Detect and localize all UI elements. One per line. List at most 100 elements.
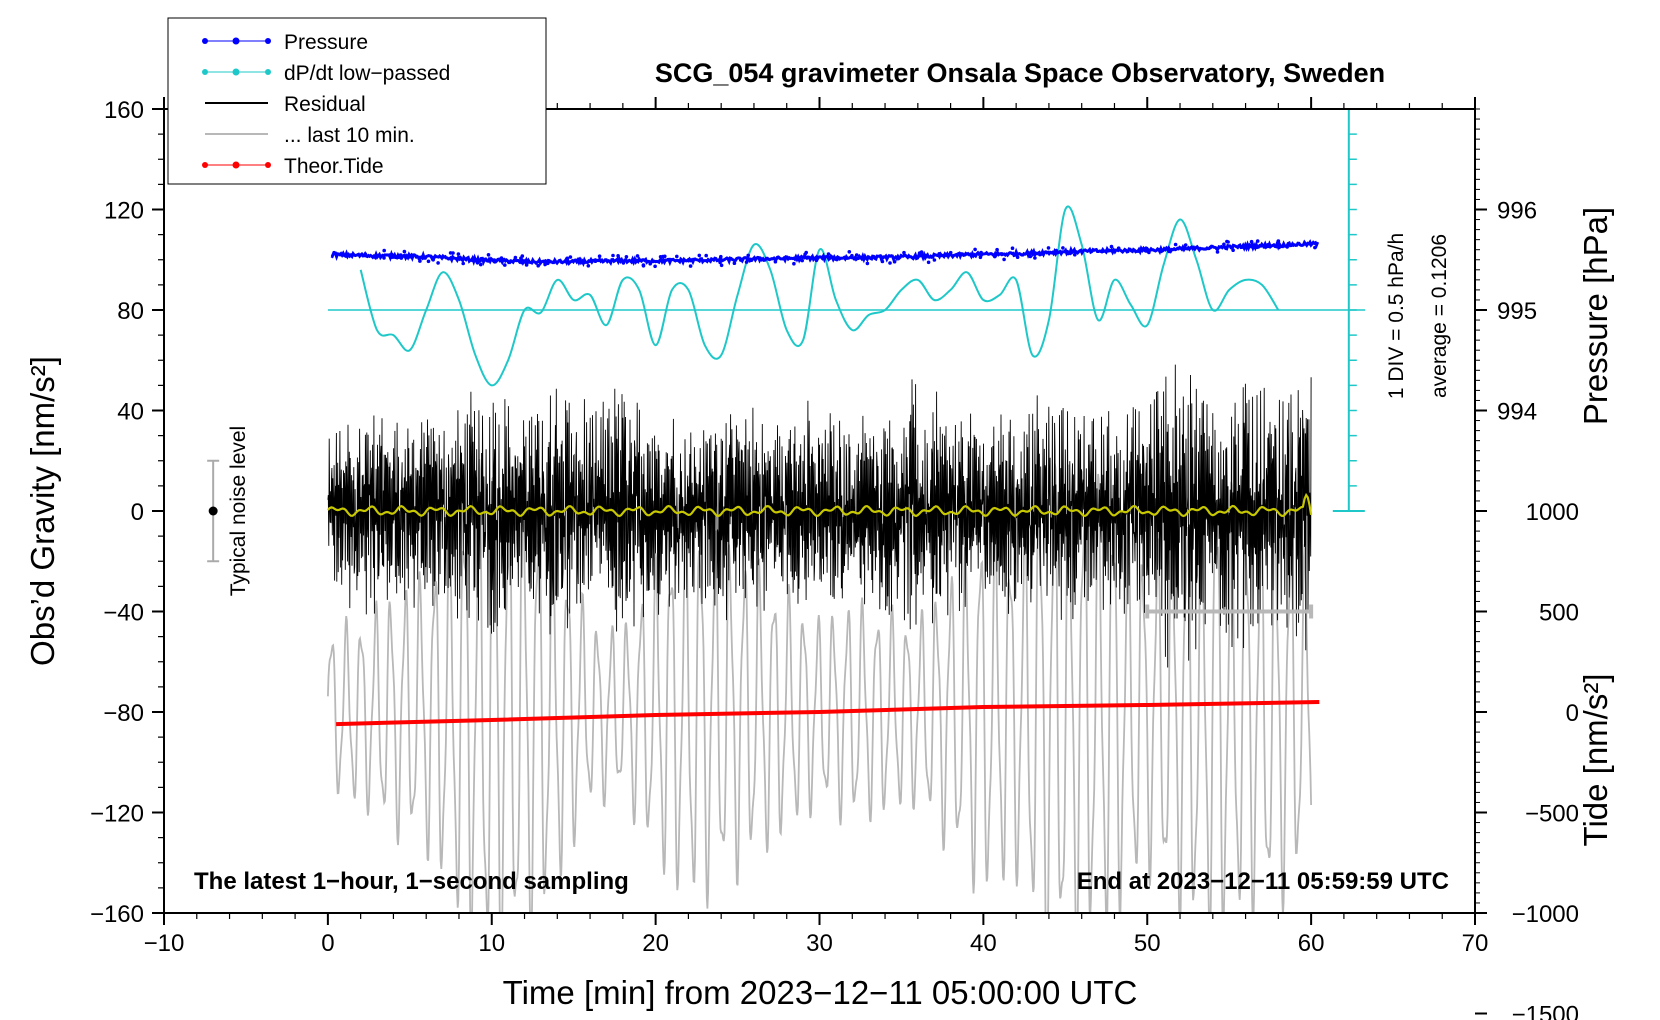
legend-dot — [232, 37, 240, 45]
pressure-point — [995, 247, 999, 252]
pressure-point — [739, 258, 743, 262]
dpdt-average-label: average = 0.1206 — [1428, 234, 1451, 398]
pressure-point — [979, 250, 983, 255]
tide-tick-label: 1000 — [1526, 499, 1579, 526]
axes: −10 0 10 20 30 40 50 60 70 −160 −120 −80 −40 0 40 80 120… — [90, 97, 1579, 1020]
y-tick-label: 120 — [104, 198, 144, 225]
legend-dot — [202, 162, 208, 168]
pressure-point — [814, 258, 819, 263]
pressure-point — [919, 250, 924, 254]
pressure-axis-label: Pressure [hPa] — [1577, 207, 1614, 425]
pressure-tick-label: 995 — [1497, 298, 1537, 325]
pressure-point — [486, 253, 491, 257]
pressure-point — [409, 254, 413, 258]
pressure-point — [1100, 249, 1105, 254]
x-tick-label: 0 — [321, 930, 334, 957]
legend-dot — [202, 69, 208, 75]
pressure-point — [865, 261, 870, 266]
legend-label: Theor.Tide — [284, 155, 384, 178]
pressure-point — [382, 256, 386, 260]
pressure-point — [363, 252, 368, 256]
pressure-point — [543, 262, 547, 267]
noise-center-dot — [208, 506, 218, 516]
residual-line — [327, 364, 1312, 668]
legend-label: Residual — [284, 93, 366, 116]
pressure-point — [565, 256, 569, 261]
pressure-point — [978, 255, 983, 260]
pressure-point — [418, 259, 422, 263]
pressure-point — [503, 263, 507, 267]
pressure-point — [926, 260, 931, 265]
pressure-point — [1106, 248, 1111, 253]
tide-tick-label: −1000 — [1512, 901, 1579, 928]
pressure-point — [624, 254, 629, 259]
pressure-point — [597, 258, 601, 262]
pressure-point — [458, 255, 462, 260]
tide-tick-label: −1500 — [1512, 1002, 1579, 1020]
pressure-point — [398, 253, 403, 257]
pressure-point — [937, 252, 941, 256]
pressure-point — [476, 259, 481, 264]
x-tick-label: 40 — [970, 930, 997, 957]
pressure-point — [973, 247, 977, 252]
pressure-point — [704, 253, 708, 258]
pressure-point — [826, 252, 831, 256]
pressure-point — [616, 254, 620, 258]
pressure-point — [1147, 250, 1151, 255]
pressure-point — [1173, 242, 1178, 247]
pressure-point — [663, 254, 667, 259]
pressure-point — [578, 257, 582, 261]
pressure-point — [744, 260, 749, 264]
legend-dot — [265, 38, 271, 44]
dpdt-line — [359, 205, 1280, 387]
pressure-point — [536, 263, 540, 268]
pressure-point — [1183, 243, 1188, 247]
tide-tick-label: −500 — [1525, 801, 1579, 828]
pressure-point — [1046, 246, 1051, 250]
pressure-point — [948, 250, 953, 255]
y-tick-label: −40 — [103, 600, 144, 627]
pressure-point — [687, 257, 691, 262]
pressure-point — [499, 256, 504, 260]
chart-extras — [207, 108, 1365, 619]
pressure-point — [749, 258, 754, 263]
pressure-point — [509, 259, 513, 263]
y-tick-label: 80 — [117, 298, 144, 325]
pressure-point — [382, 248, 387, 253]
pressure-point — [888, 261, 892, 265]
pressure-point — [930, 254, 934, 259]
tide-series — [336, 700, 1320, 727]
pressure-point — [677, 259, 682, 263]
pressure-point — [1313, 245, 1317, 250]
pressure-point — [492, 260, 497, 264]
x-tick-label: 30 — [806, 930, 833, 957]
legend-box — [167, 17, 547, 185]
pressure-point — [436, 261, 440, 265]
pressure-point — [675, 254, 679, 259]
pressure-point — [847, 250, 852, 254]
pressure-point — [850, 253, 854, 258]
x-axis-label: Time [min] from 2023−12−11 05:00:00 UTC — [503, 974, 1138, 1011]
legend-dot — [265, 162, 271, 168]
pressure-point — [648, 261, 652, 266]
pressure-point — [835, 257, 839, 262]
pressure-point — [932, 258, 937, 262]
pressure-point — [653, 264, 657, 269]
y-tick-label: 0 — [131, 499, 144, 526]
pressure-point — [892, 259, 897, 264]
pressure-tick-label: 994 — [1497, 399, 1537, 426]
pressure-point — [732, 261, 737, 266]
pressure-point — [1061, 246, 1065, 250]
pressure-point — [568, 255, 573, 259]
pressure-point — [546, 261, 550, 266]
pressure-point — [718, 260, 722, 265]
pressure-point — [332, 250, 336, 255]
y-tick-label: −80 — [103, 700, 144, 727]
pressure-point — [792, 261, 796, 266]
pressure-point — [1002, 257, 1006, 262]
pressure-point — [993, 254, 997, 259]
pressure-point — [1116, 246, 1121, 250]
pressure-point — [402, 249, 407, 254]
pressure-point — [719, 263, 724, 268]
